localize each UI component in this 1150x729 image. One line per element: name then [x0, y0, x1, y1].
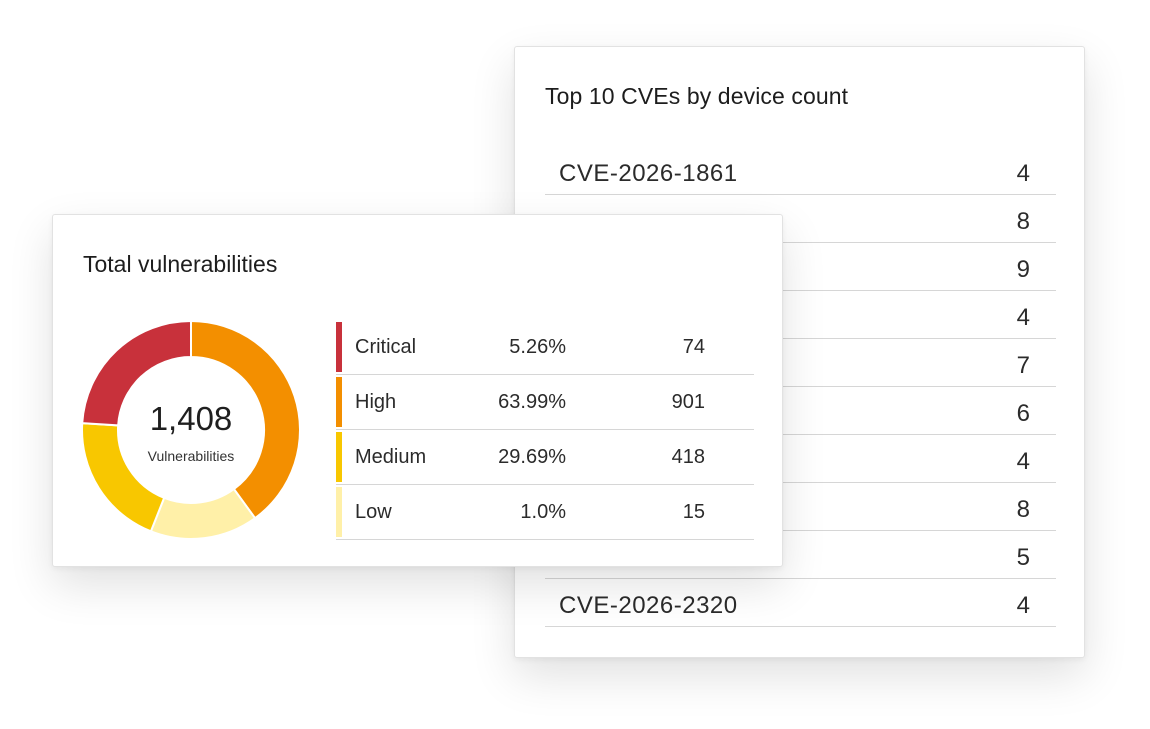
cve-row[interactable]: 7: [545, 339, 1056, 387]
severity-color-swatch: [336, 322, 342, 372]
severity-count: 901: [671, 391, 705, 413]
cve-device-count: 8: [1016, 496, 1030, 523]
cve-row[interactable]: 4: [545, 291, 1056, 339]
cve-device-count: 7: [1016, 352, 1030, 379]
donut-slice-medium[interactable]: [81, 422, 166, 533]
cve-device-count: 4: [1016, 592, 1030, 619]
severity-percentage: 1.0%: [520, 501, 566, 523]
cve-device-count: 4: [1016, 304, 1030, 331]
cve-device-count: 5: [1016, 544, 1030, 571]
cve-row[interactable]: CVE-2026-2320 4: [545, 579, 1056, 627]
severity-color-swatch: [336, 487, 342, 537]
top-cves-title: Top 10 CVEs by device count: [545, 83, 849, 109]
cve-row[interactable]: 8: [545, 195, 1056, 243]
cve-id: CVE-2026-2320: [559, 592, 738, 619]
vulnerabilities-donut-chart: 1,408 Vulnerabilities: [81, 320, 301, 540]
donut-slice-high[interactable]: [190, 320, 301, 520]
severity-percentage: 63.99%: [498, 391, 566, 413]
legend-row-medium[interactable]: Medium 29.69% 418: [336, 431, 754, 485]
cve-device-count: 9: [1016, 256, 1030, 283]
legend-row-critical[interactable]: Critical 5.26% 74: [336, 321, 754, 375]
cve-device-count: 8: [1016, 208, 1030, 235]
legend-row-low[interactable]: Low 1.0% 15: [336, 486, 754, 540]
cve-row[interactable]: 4: [545, 435, 1056, 483]
severity-count: 418: [671, 446, 705, 468]
cve-id: CVE-2026-1861: [559, 160, 738, 187]
cve-device-count: 6: [1016, 400, 1030, 427]
cve-row[interactable]: 6: [545, 387, 1056, 435]
legend-row-high[interactable]: High 63.99% 901: [336, 376, 754, 430]
severity-percentage: 5.26%: [509, 336, 566, 358]
severity-label: Critical: [355, 336, 417, 358]
severity-count: 74: [682, 336, 705, 358]
donut-slice-low[interactable]: [149, 487, 257, 540]
severity-color-swatch: [336, 432, 342, 482]
cve-list: CVE-2026-1861 4 8 9 4 7 6 4 8 5 CVE-2026-…: [545, 147, 1056, 627]
donut-total-value: 1,408: [150, 400, 233, 437]
total-vulnerabilities-card: Total vulnerabilities 1,408 Vulnerabilit…: [52, 214, 783, 567]
cve-row[interactable]: 8: [545, 483, 1056, 531]
total-vulnerabilities-title: Total vulnerabilities: [83, 251, 278, 277]
severity-label: Low: [355, 501, 392, 523]
cve-row[interactable]: 9: [545, 243, 1056, 291]
severity-color-swatch: [336, 377, 342, 427]
severity-label: Medium: [355, 446, 427, 468]
cve-device-count: 4: [1016, 160, 1030, 187]
cve-row[interactable]: CVE-2026-1861 4: [545, 147, 1056, 195]
severity-legend: Critical 5.26% 74 High 63.99% 901 Medium…: [336, 321, 754, 540]
cve-device-count: 4: [1016, 448, 1030, 475]
donut-slice-critical[interactable]: [81, 320, 192, 427]
severity-percentage: 29.69%: [498, 446, 566, 468]
donut-total-label: Vulnerabilities: [148, 448, 235, 464]
cve-row[interactable]: 5: [545, 531, 1056, 579]
severity-count: 15: [682, 501, 705, 523]
severity-label: High: [355, 391, 397, 413]
